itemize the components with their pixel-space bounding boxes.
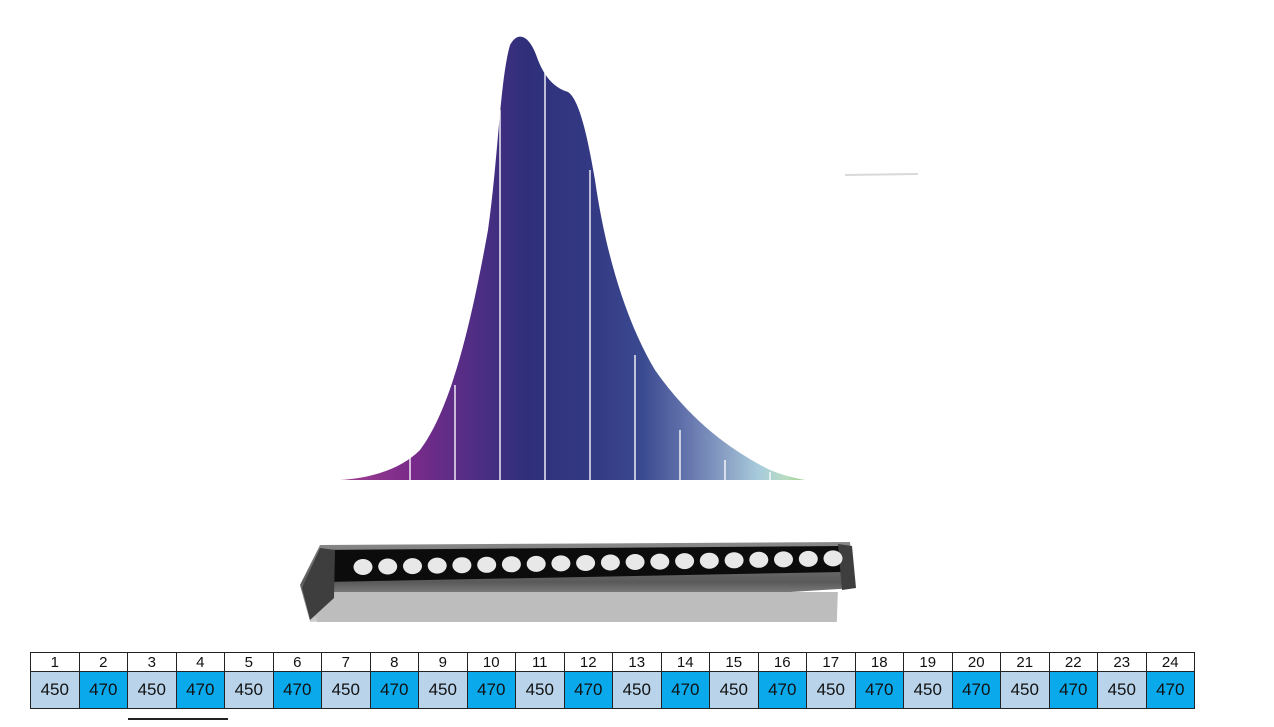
channel-number-cell: 13	[612, 652, 662, 672]
wavelength-cell: 450	[224, 671, 274, 709]
channel-number-cell: 4	[175, 652, 225, 672]
channel-number-cell: 1	[30, 652, 80, 672]
led-array	[353, 550, 843, 575]
led-dot	[501, 556, 521, 573]
led-bar-light-icon	[300, 542, 856, 622]
led-dot	[749, 551, 769, 568]
wavelength-cell: 450	[418, 671, 468, 709]
channel-number-cell: 2	[78, 652, 128, 672]
channel-number-cell: 7	[321, 652, 371, 672]
led-dot	[551, 555, 571, 572]
led-dot	[600, 554, 620, 571]
led-dot	[650, 553, 670, 570]
channel-number-cell: 19	[903, 652, 953, 672]
led-dot	[452, 557, 472, 574]
wavelength-cell: 470	[1048, 671, 1098, 709]
channel-number-cell: 21	[1000, 652, 1050, 672]
wavelength-cell: 470	[175, 671, 225, 709]
channel-number-cell: 5	[224, 652, 274, 672]
led-dot	[823, 550, 843, 567]
led-dot	[353, 559, 373, 575]
led-dot	[477, 556, 497, 573]
channel-number-cell: 8	[369, 652, 419, 672]
wavelength-cell: 470	[563, 671, 613, 709]
wavelength-cell: 470	[660, 671, 710, 709]
led-dot	[699, 552, 719, 569]
channel-number-cell: 6	[272, 652, 322, 672]
spectrum-area	[340, 36, 805, 480]
led-dot	[403, 558, 422, 575]
led-dot	[526, 555, 546, 572]
led-dot	[378, 558, 398, 575]
channel-number-cell: 24	[1145, 652, 1195, 672]
channel-number-cell: 18	[854, 652, 904, 672]
wavelength-row: 450 470 450 470 450 470 450 470 450 470 450 470 450 4…	[30, 671, 1195, 709]
channel-number-cell: 15	[709, 652, 759, 672]
wavelength-cell: 470	[272, 671, 322, 709]
led-dot	[625, 554, 645, 570]
spectrum-curve-graphic	[340, 36, 919, 480]
led-dot	[798, 550, 818, 567]
wavelength-cell: 470	[466, 671, 516, 709]
channel-number-cell: 11	[515, 652, 565, 672]
wavelength-cell: 470	[951, 671, 1001, 709]
channel-number-cell: 14	[660, 652, 710, 672]
wavelength-cell: 450	[321, 671, 371, 709]
channel-number-cell: 9	[418, 652, 468, 672]
spectrum-gridlines	[409, 70, 771, 480]
wavelength-cell: 450	[709, 671, 759, 709]
led-dot	[427, 557, 447, 574]
wavelength-cell: 450	[903, 671, 953, 709]
wavelength-cell: 450	[612, 671, 662, 709]
wavelength-cell: 470	[757, 671, 807, 709]
led-dot	[724, 552, 744, 569]
channel-number-cell: 12	[563, 652, 613, 672]
led-dot	[774, 551, 793, 568]
wavelength-cell: 450	[1097, 671, 1147, 709]
wavelength-cell: 470	[854, 671, 904, 709]
channel-number-cell: 22	[1048, 652, 1098, 672]
channel-number-cell: 20	[951, 652, 1001, 672]
channel-number-cell: 16	[757, 652, 807, 672]
channel-number-cell: 3	[127, 652, 177, 672]
led-dot	[675, 553, 695, 570]
wavelength-cell: 450	[30, 671, 80, 709]
channel-number-cell: 17	[806, 652, 856, 672]
divider	[128, 718, 228, 720]
wavelength-cell: 450	[806, 671, 856, 709]
channel-number-cell: 10	[466, 652, 516, 672]
led-channel-table: 1 2 3 4 5 6 7 8 9 10 11 12 13 14 15 16 17 18 19 20 21 22 23 24 …	[30, 652, 1195, 709]
wavelength-cell: 470	[1145, 671, 1195, 709]
wavelength-cell: 450	[127, 671, 177, 709]
wavelength-cell: 450	[515, 671, 565, 709]
wavelength-cell: 470	[78, 671, 128, 709]
channel-number-cell: 23	[1097, 652, 1147, 672]
wavelength-cell: 470	[369, 671, 419, 709]
led-dot	[576, 555, 596, 571]
wavelength-cell: 450	[1000, 671, 1050, 709]
channel-number-row: 1 2 3 4 5 6 7 8 9 10 11 12 13 14 15 16 17 18 19 20 21 22 23 24	[30, 652, 1195, 672]
